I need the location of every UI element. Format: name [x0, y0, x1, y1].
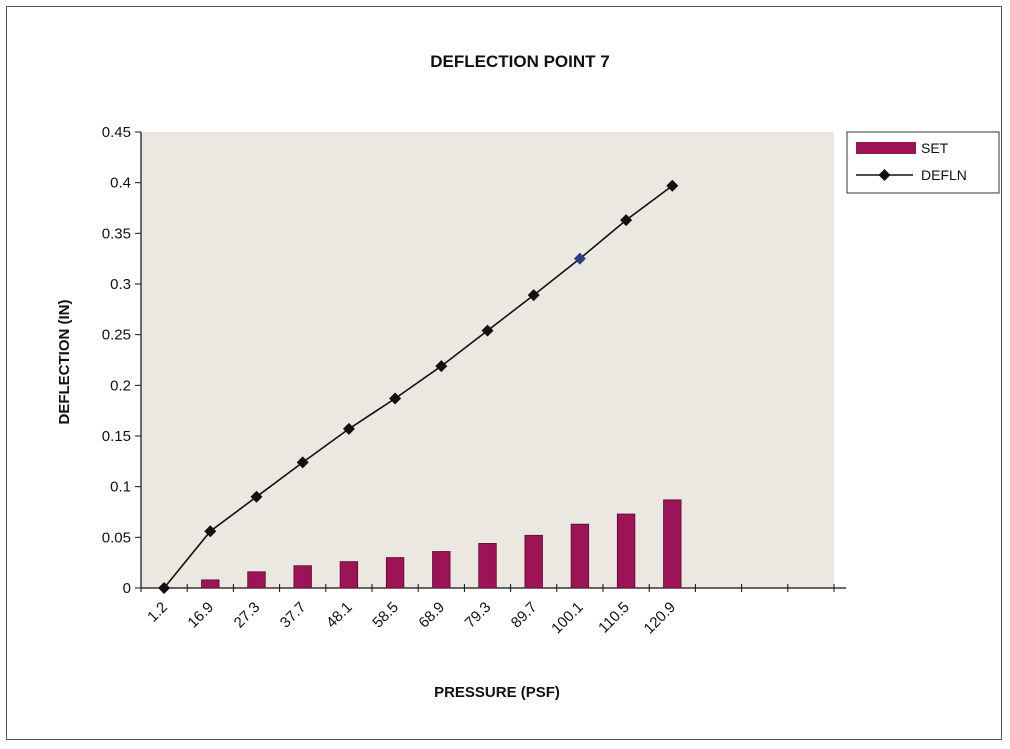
y-tick-label: 0.2 [110, 377, 131, 394]
y-tick-label: 0.4 [110, 175, 131, 192]
x-tick-label: 27.3 [231, 599, 264, 632]
y-tick-label: 0.45 [102, 124, 131, 141]
x-tick-label: 16.9 [184, 599, 217, 632]
legend-label-defln: DEFLN [921, 167, 967, 183]
bar-set [248, 572, 266, 588]
bar-set [525, 535, 543, 588]
x-axis: 1.2 16.9 27.3 37.7 48.1 58.5 68.9 79.3 89.7 100.1… [141, 584, 846, 637]
bar-set [202, 580, 220, 588]
x-tick-label: 100.1 [548, 599, 587, 638]
x-tick-label: 110.5 [595, 599, 633, 637]
x-tick-label: 68.9 [415, 599, 448, 632]
y-tick-label: 0.1 [110, 479, 131, 496]
x-tick-label: 1.2 [144, 599, 171, 626]
legend-swatch-set [856, 142, 916, 154]
y-tick-label: 0.25 [102, 327, 131, 344]
x-axis-label: PRESSURE (PSF) [434, 684, 560, 701]
x-tick-label: 79.3 [462, 599, 495, 632]
y-axis: 0 0.05 0.1 0.15 0.2 0.25 0.3 0.35 0.4 0.45 [102, 124, 141, 597]
x-tick-label: 89.7 [508, 599, 541, 632]
plot-area [141, 132, 834, 588]
bar-set [664, 500, 682, 588]
bar-set [617, 514, 635, 588]
y-tick-label: 0.3 [110, 276, 131, 293]
chart-svg: DEFLECTION POINT 7 DEFLECTION (IN) PRESS… [7, 7, 1003, 741]
chart-title: DEFLECTION POINT 7 [430, 52, 609, 71]
bar-set [479, 543, 497, 588]
bar-set [294, 566, 312, 588]
x-tick-label: 120.9 [641, 599, 680, 638]
legend: SET DEFLN [847, 132, 999, 193]
y-axis-label: DEFLECTION (IN) [56, 300, 73, 425]
x-tick-label: 58.5 [369, 599, 402, 632]
legend-label-set: SET [921, 140, 949, 156]
y-tick-label: 0.15 [102, 428, 131, 445]
x-tick-label: 48.1 [323, 599, 356, 632]
y-tick-label: 0 [123, 580, 131, 597]
bar-set [386, 558, 404, 588]
bar-set [571, 524, 589, 588]
bar-set [433, 552, 451, 588]
x-tick-label: 37.7 [277, 599, 310, 632]
y-tick-label: 0.35 [102, 225, 131, 242]
bar-set [340, 562, 358, 588]
y-tick-label: 0.05 [102, 529, 131, 546]
chart-frame: DEFLECTION POINT 7 DEFLECTION (IN) PRESS… [6, 6, 1002, 740]
